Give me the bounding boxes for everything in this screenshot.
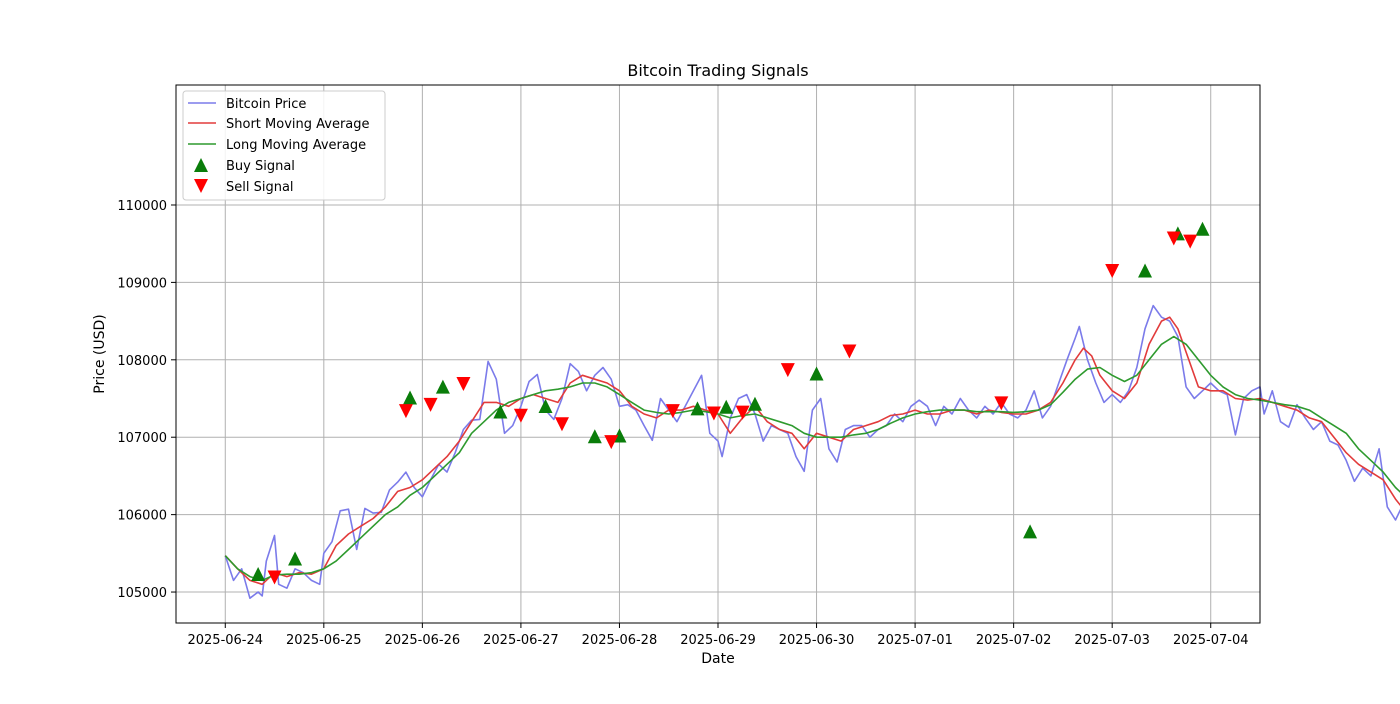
buy-signal-marker xyxy=(1023,524,1038,539)
series-line-long-ma xyxy=(224,335,1400,582)
y-tick-label: 110000 xyxy=(117,199,167,214)
buy-signal-marker xyxy=(690,401,705,416)
sell-signal-marker xyxy=(398,404,413,419)
legend-sell-marker xyxy=(194,179,208,193)
x-tick-label: 2025-06-30 xyxy=(779,633,855,648)
sell-signal-marker xyxy=(706,406,721,421)
legend-buy-marker xyxy=(194,158,208,172)
buy-signal-marker xyxy=(538,399,553,414)
legend-price-label: Bitcoin Price xyxy=(226,97,306,112)
y-tick-label: 109000 xyxy=(117,276,167,291)
x-tick-label: 2025-06-27 xyxy=(483,633,559,648)
x-tick-label: 2025-07-04 xyxy=(1173,633,1249,648)
legend: Bitcoin Price Short Moving Average Long … xyxy=(182,90,386,201)
x-tick-label: 2025-07-02 xyxy=(976,633,1052,648)
sell-signal-marker xyxy=(604,435,619,450)
x-axis-label: Date xyxy=(701,651,734,667)
legend-buy-label: Buy Signal xyxy=(226,159,295,174)
grid-layer xyxy=(176,85,1260,623)
y-tick-label: 106000 xyxy=(117,509,167,524)
legend-box xyxy=(182,90,386,201)
x-tick-label: 2025-07-01 xyxy=(877,633,953,648)
tick-layer: 2025-06-24 2025-06-25 2025-06-26 2025-06-27… xyxy=(117,199,1248,648)
sell-signal-marker xyxy=(1166,231,1181,246)
y-tick-label: 107000 xyxy=(117,431,167,446)
sell-signal-marker xyxy=(1183,234,1198,249)
buy-signal-marker xyxy=(493,404,508,419)
sell-signal-marker xyxy=(554,417,569,432)
buy-signal-marker xyxy=(1195,221,1210,236)
sell-signal-marker xyxy=(1105,264,1120,279)
sell-signal-marker xyxy=(423,397,438,412)
buy-signal-marker xyxy=(587,429,602,444)
buy-signal-marker xyxy=(747,396,762,411)
sell-signal-marker xyxy=(994,396,1009,411)
buy-signal-marker xyxy=(435,379,450,394)
sell-signal-marker xyxy=(267,570,282,585)
buy-signal-marker xyxy=(1138,263,1153,278)
plot-layer xyxy=(224,304,1400,600)
x-tick-label: 2025-07-03 xyxy=(1074,633,1150,648)
sell-signal-marker xyxy=(665,404,680,419)
x-tick-label: 2025-06-28 xyxy=(582,633,658,648)
buy-signal-marker xyxy=(809,366,824,381)
x-tick-label: 2025-06-24 xyxy=(187,633,263,648)
sell-signal-marker xyxy=(842,344,857,359)
sell-signal-marker xyxy=(735,405,750,420)
legend-short-ma-label: Short Moving Average xyxy=(226,117,370,132)
legend-sell-label: Sell Signal xyxy=(226,180,294,195)
sell-signal-marker xyxy=(456,377,471,392)
chart-title: Bitcoin Trading Signals xyxy=(627,61,808,80)
marker-layer xyxy=(251,221,1210,585)
x-tick-label: 2025-06-26 xyxy=(385,633,461,648)
sell-signal-marker xyxy=(780,363,795,378)
sell-signal-marker xyxy=(513,408,528,423)
buy-signal-marker xyxy=(403,390,418,405)
legend-long-ma-label: Long Moving Average xyxy=(226,138,366,153)
x-tick-label: 2025-06-29 xyxy=(680,633,756,648)
x-tick-label: 2025-06-25 xyxy=(286,633,362,648)
y-tick-label: 105000 xyxy=(117,586,167,601)
buy-signal-marker xyxy=(719,399,734,414)
buy-signal-marker xyxy=(288,551,303,566)
y-axis-label: Price (USD) xyxy=(92,314,108,393)
buy-signal-marker xyxy=(251,567,266,582)
y-tick-label: 108000 xyxy=(117,354,167,369)
